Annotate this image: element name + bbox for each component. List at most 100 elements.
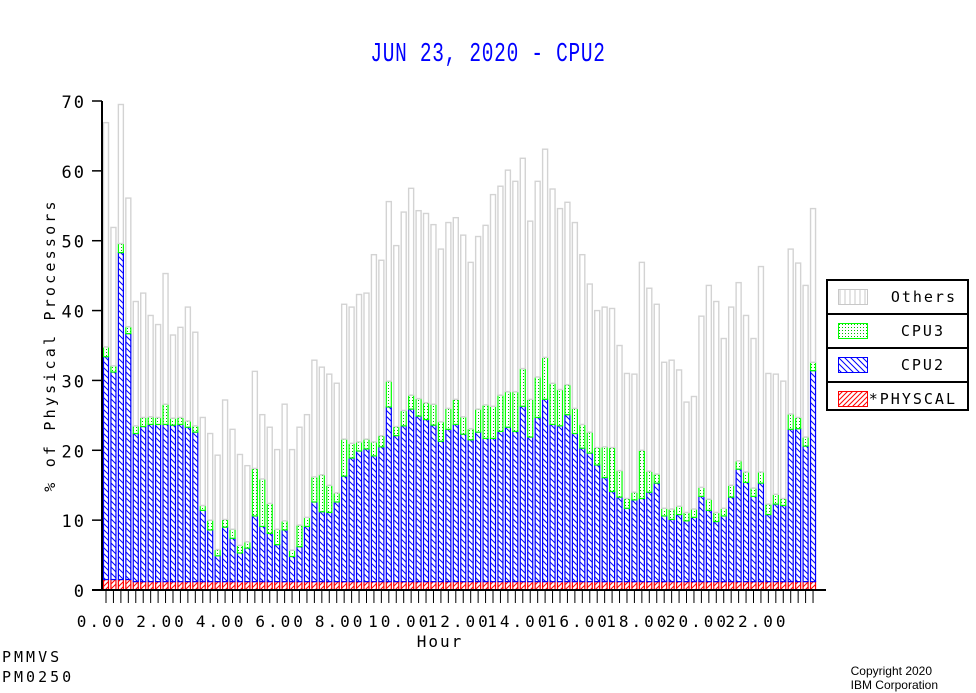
- bar-cpu3-55: [512, 391, 519, 433]
- bar-physcal-19: [244, 581, 251, 591]
- bar-physcal-21: [259, 581, 266, 591]
- bar-cpu3-29: [318, 474, 325, 513]
- bar-others-23: [273, 448, 281, 530]
- bar-cpu2-59: [542, 398, 549, 583]
- bar-others-0: [102, 121, 110, 348]
- bar-physcal-78: [683, 581, 690, 591]
- bar-cpu2-71: [631, 499, 638, 583]
- bar-cpu2-74: [653, 482, 660, 583]
- bar-others-55: [512, 180, 519, 393]
- bar-physcal-1: [110, 578, 117, 591]
- bar-cpu2-22: [266, 532, 273, 583]
- bar-cpu3-6: [147, 416, 154, 426]
- bar-physcal-36: [370, 581, 378, 591]
- bar-cpu3-84: [728, 484, 735, 498]
- bar-cpu3-69: [616, 469, 623, 498]
- bar-others-1: [110, 226, 117, 367]
- bar-cpu2-32: [341, 475, 348, 583]
- bar-others-22: [266, 426, 273, 505]
- bar-cpu2-52: [489, 437, 497, 583]
- bar-cpu3-49: [467, 428, 474, 441]
- bar-others-31: [333, 382, 340, 494]
- bar-cpu3-68: [608, 446, 616, 493]
- y-axis-label: % of Physical Processors: [41, 198, 59, 492]
- bar-others-9: [169, 334, 177, 419]
- bar-others-68: [608, 307, 616, 449]
- bar-physcal-3: [125, 578, 132, 591]
- bar-physcal-24: [281, 581, 288, 591]
- bar-cpu3-12: [192, 425, 199, 433]
- bar-cpu2-91: [780, 504, 787, 583]
- bar-cpu3-43: [422, 402, 430, 421]
- bar-cpu2-21: [259, 525, 266, 583]
- bar-others-76: [668, 359, 675, 510]
- bar-cpu3-38: [385, 380, 392, 408]
- bar-physcal-77: [675, 581, 683, 591]
- bar-cpu3-5: [140, 416, 147, 428]
- bar-cpu2-15: [214, 555, 221, 583]
- bar-others-78: [683, 401, 690, 514]
- x-tick-label: 20.00: [666, 612, 729, 631]
- bar-cpu3-0: [102, 346, 110, 358]
- bar-physcal-44: [430, 581, 437, 591]
- bar-physcal-27: [303, 581, 311, 591]
- bar-physcal-56: [519, 581, 526, 591]
- cpu2-swatch-icon: [838, 357, 868, 373]
- footer-report-id: PM0250: [2, 668, 75, 686]
- bar-cpu3-47: [452, 398, 459, 426]
- bar-physcal-70: [623, 581, 631, 591]
- bar-cpu2-31: [333, 501, 340, 583]
- bar-physcal-43: [422, 581, 430, 591]
- bar-cpu2-76: [668, 518, 675, 583]
- x-tick-label: 8.00: [315, 612, 366, 631]
- bar-others-47: [452, 216, 459, 400]
- y-tick-label: 20: [62, 442, 86, 462]
- bar-cpu2-45: [437, 440, 445, 583]
- bar-others-56: [519, 157, 526, 370]
- bar-physcal-85: [735, 581, 742, 591]
- bar-others-16: [221, 399, 229, 521]
- bar-physcal-38: [385, 581, 392, 591]
- bar-others-57: [527, 220, 534, 400]
- chart-title: JUN 23, 2020 - CPU2: [370, 40, 606, 70]
- bar-physcal-82: [713, 581, 720, 591]
- bar-cpu2-34: [355, 450, 363, 583]
- bar-cpu3-40: [400, 409, 407, 427]
- bar-others-17: [229, 428, 236, 530]
- bar-others-83: [720, 337, 727, 509]
- bar-cpu2-42: [415, 415, 422, 583]
- legend-label: CPU3: [900, 322, 945, 340]
- bar-cpu3-53: [497, 394, 504, 433]
- bar-others-67: [601, 306, 608, 448]
- bar-others-18: [236, 453, 244, 546]
- bar-cpu2-11: [184, 426, 191, 583]
- bar-cpu2-3: [125, 333, 132, 581]
- bar-others-93: [794, 262, 802, 419]
- bar-others-89: [765, 372, 772, 505]
- bar-cpu2-30: [326, 511, 333, 583]
- bar-cpu2-20: [251, 515, 258, 583]
- bar-cpu2-10: [177, 423, 184, 583]
- others-swatch-icon: [838, 289, 868, 305]
- bar-others-20: [251, 370, 259, 470]
- bar-physcal-84: [728, 581, 735, 591]
- bar-others-43: [422, 212, 430, 404]
- bar-cpu2-79: [690, 516, 698, 583]
- bar-cpu3-11: [184, 420, 191, 428]
- bar-cpu3-93: [795, 416, 802, 430]
- bar-cpu3-33: [348, 442, 355, 459]
- bar-others-81: [705, 284, 713, 500]
- bar-physcal-81: [705, 581, 712, 591]
- bar-cpu2-93: [795, 428, 802, 583]
- bar-cpu3-17: [229, 528, 236, 539]
- bar-others-10: [177, 326, 184, 419]
- bar-others-59: [541, 148, 549, 359]
- bar-others-53: [497, 185, 504, 396]
- bar-others-39: [393, 244, 400, 428]
- bar-others-51: [482, 224, 489, 406]
- bar-others-77: [675, 369, 683, 507]
- bar-others-94: [802, 284, 809, 438]
- bar-physcal-31: [333, 581, 340, 591]
- bar-physcal-53: [497, 581, 504, 591]
- bar-others-62: [564, 201, 571, 386]
